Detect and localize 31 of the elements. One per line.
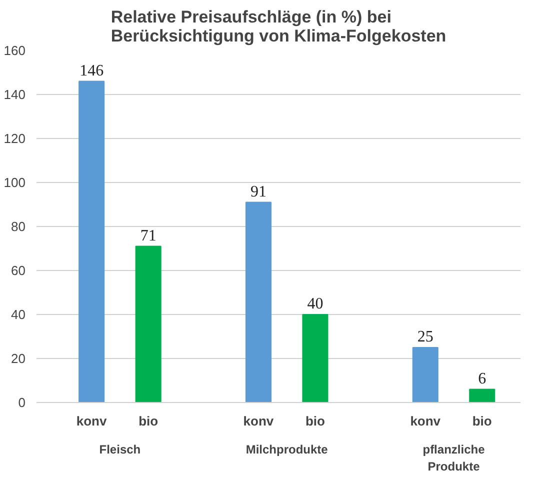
text: bio	[305, 414, 325, 428]
series-label: bio	[138, 414, 158, 428]
y-tick-label: 0	[18, 395, 26, 410]
data-label: 6	[478, 370, 486, 388]
bar	[412, 347, 438, 402]
text: bio	[472, 414, 492, 428]
data-label: 91	[250, 183, 266, 200]
y-tick-label: 120	[4, 131, 26, 146]
x-tick-label: pflanzliche Produkte	[422, 442, 486, 474]
y-tick-label: 160	[4, 43, 26, 58]
text: konv	[76, 414, 107, 428]
bar	[302, 314, 328, 402]
data-label: 146	[80, 62, 104, 80]
y-tick-label: 100	[4, 175, 26, 190]
series-label: konv	[410, 414, 442, 428]
bar	[469, 388, 496, 402]
y-tick-label: 40	[11, 307, 26, 322]
y-tick-label: 20	[11, 351, 26, 366]
x-tick-label: Fleisch	[99, 442, 141, 456]
bar	[245, 202, 272, 402]
text: konv	[243, 414, 274, 428]
y-tick-label: 60	[11, 263, 26, 278]
bar	[78, 80, 105, 402]
chart-title: Relative Preisaufschläge (in %) bei Berücksichtigung von Klima-Folgekosten	[110, 8, 446, 46]
y-tick-label: 80	[11, 219, 26, 234]
data-label: 25	[417, 328, 434, 346]
data-label: 40	[307, 296, 324, 312]
y-tick-label: 140	[4, 87, 26, 102]
bar	[135, 246, 162, 402]
data-label: 71	[140, 227, 156, 244]
x-tick-label: Milchprodukte	[246, 442, 328, 456]
